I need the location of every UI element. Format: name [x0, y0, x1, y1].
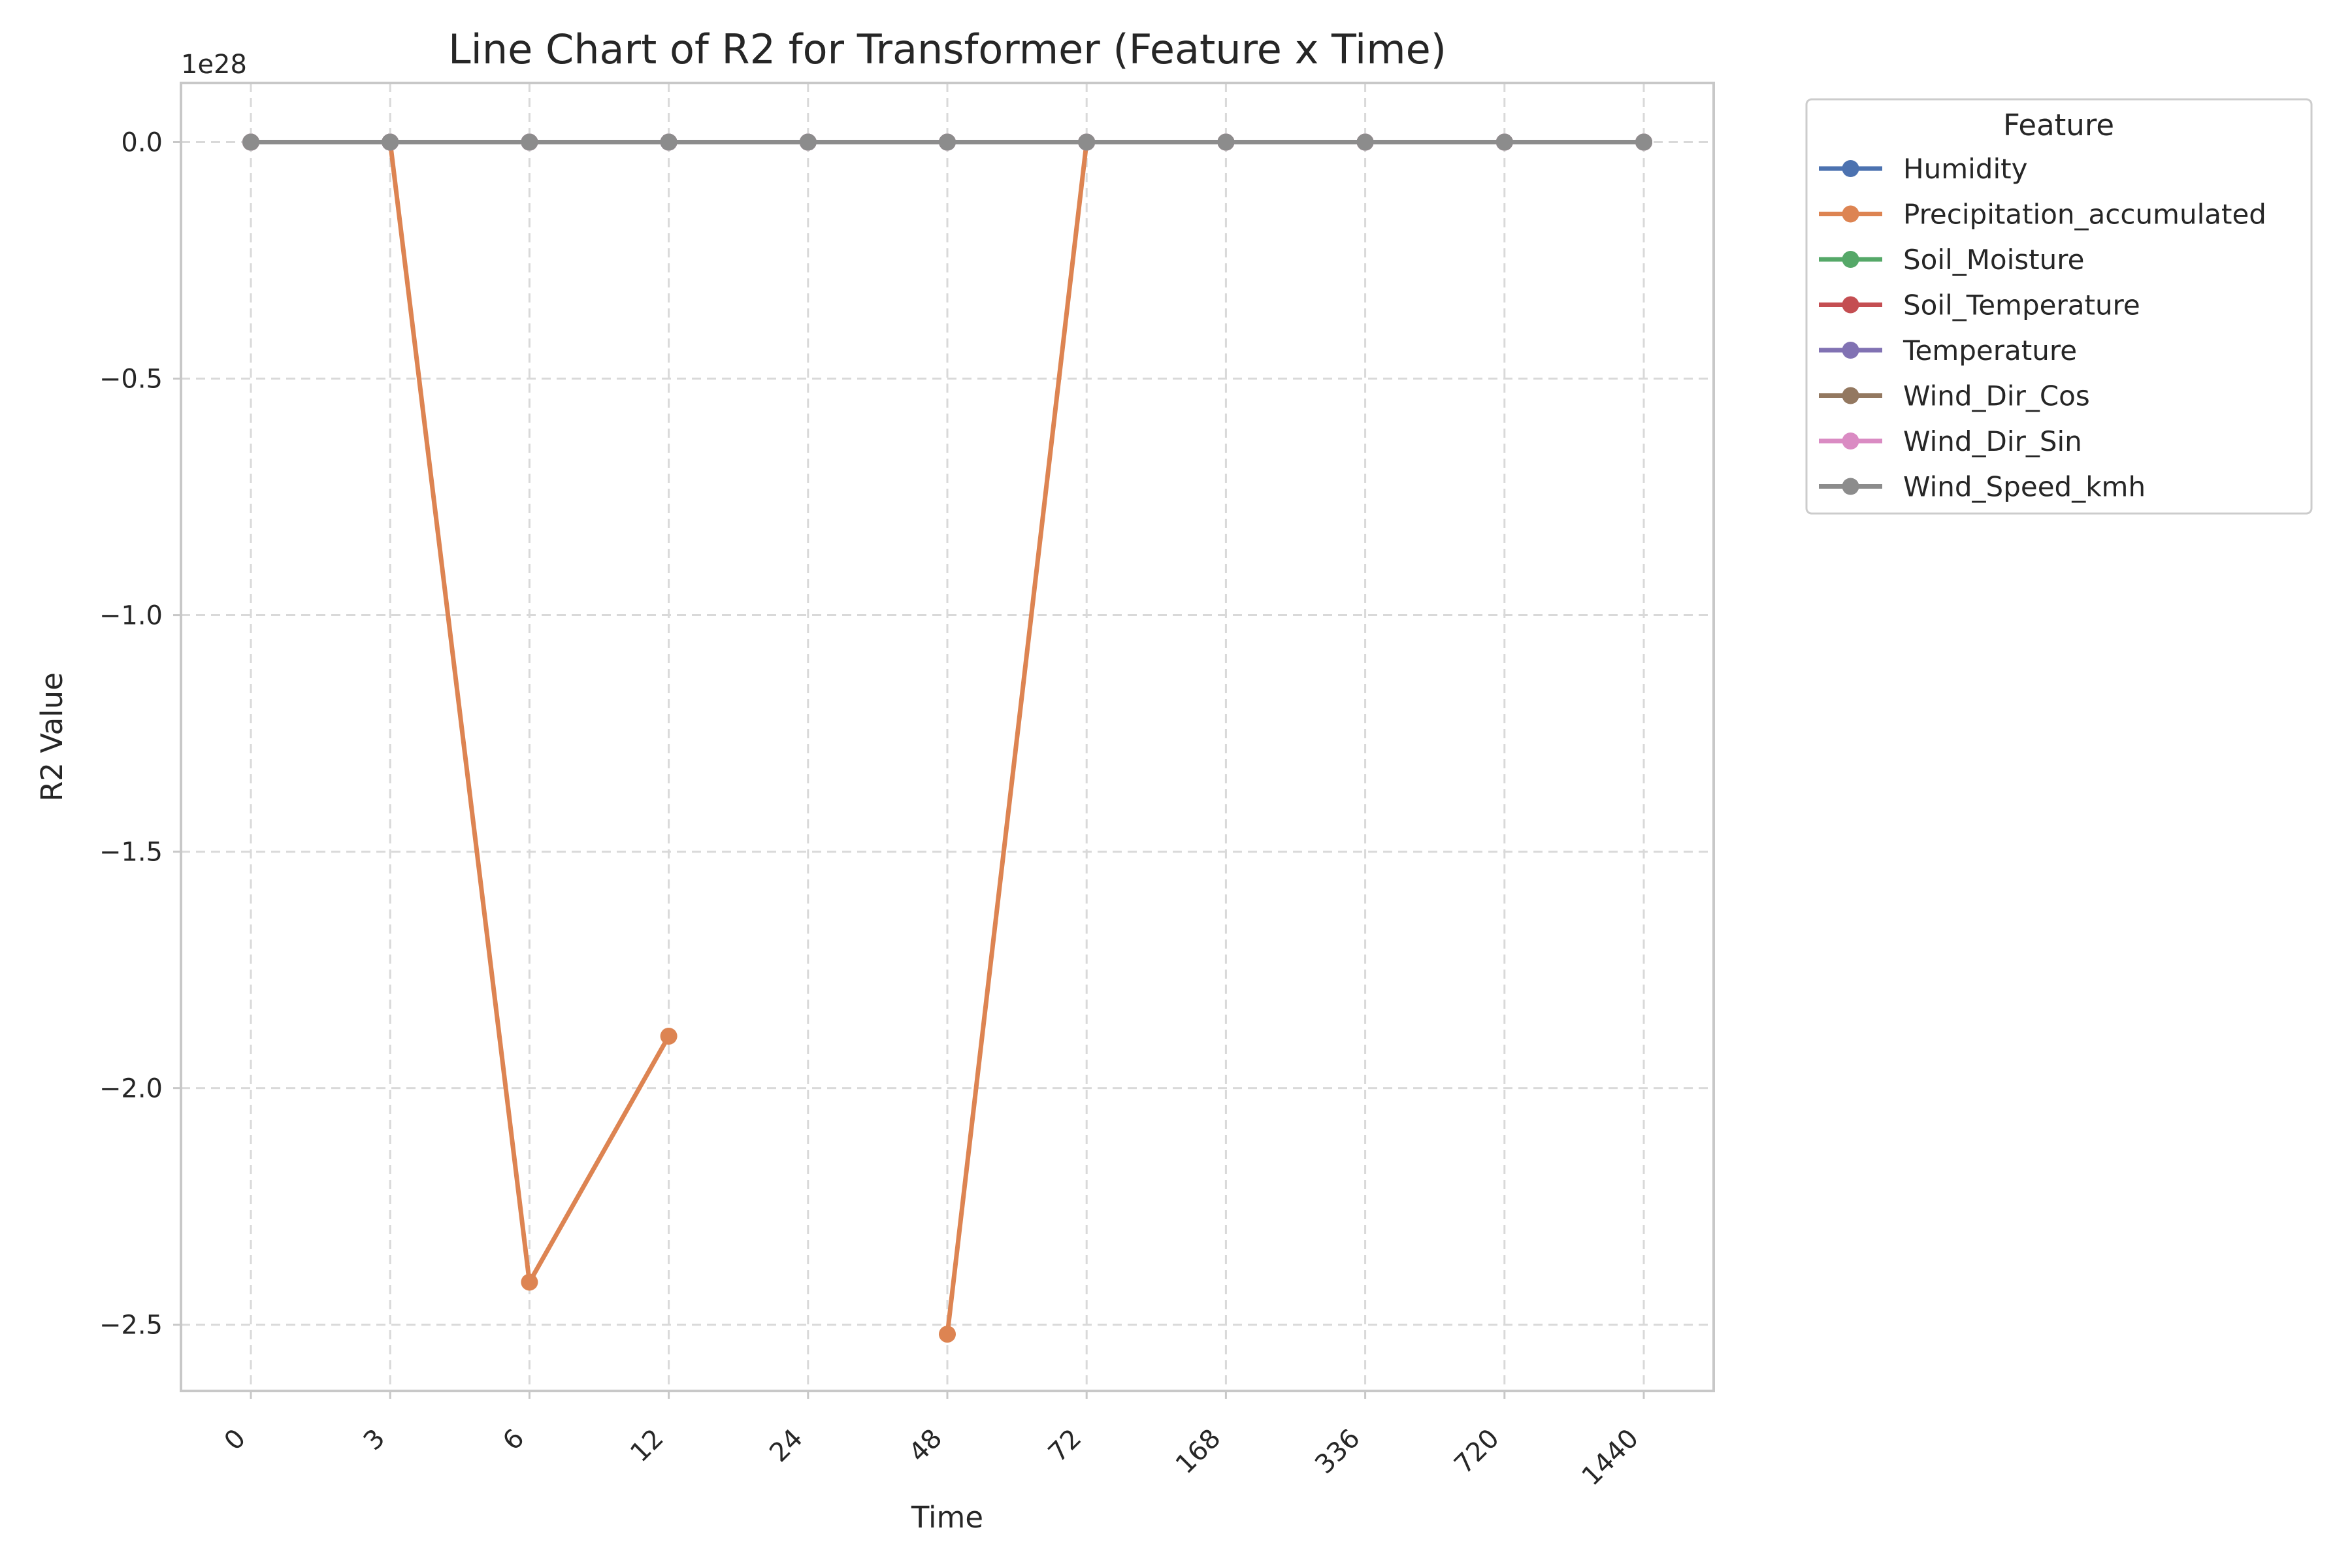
legend-item: Precipitation_accumulated [1819, 199, 2266, 231]
legend-items: Humidity Precipitation_accumulated Soil_Mo… [1819, 153, 2266, 503]
data-point [521, 1273, 538, 1291]
legend-title: Feature [2003, 108, 2114, 142]
x-tick-label: 6 [497, 1424, 531, 1457]
series-line [945, 140, 1646, 1337]
x-tick-label: 1440 [1576, 1424, 1645, 1492]
data-point [939, 1326, 956, 1343]
legend-label: Soil_Temperature [1903, 289, 2140, 321]
series-line [248, 140, 672, 1284]
data-point [660, 1027, 678, 1045]
chart-title: Line Chart of R2 for Transformer (Featur… [448, 25, 1446, 73]
y-axis-label: R2 Value [35, 672, 69, 802]
legend-label: Soil_Moisture [1903, 244, 2084, 276]
x-axis: 0 3 6 12 24 48 72 168 336 720 1440 [219, 1391, 1645, 1492]
legend-marker [1842, 296, 1859, 314]
legend-frame [1805, 98, 2313, 515]
x-tick-label: 12 [625, 1424, 670, 1469]
legend-item: Soil_Temperature [1819, 289, 2140, 321]
data-point [1217, 133, 1235, 151]
y-tick-label: −2.0 [99, 1074, 163, 1104]
y-axis: 0.0 −0.5 −1.0 −1.5 −2.0 −2.5 [99, 128, 181, 1341]
legend-label: Wind_Dir_Sin [1903, 425, 2082, 457]
data-point [242, 133, 259, 151]
legend-marker [1842, 478, 1859, 495]
x-tick-label: 0 [219, 1424, 252, 1457]
data-point [521, 133, 538, 151]
x-axis-label: Time [911, 1500, 983, 1535]
x-tick-label: 3 [358, 1424, 391, 1457]
x-tick-label: 336 [1309, 1424, 1366, 1480]
y-tick-label: −1.5 [99, 838, 163, 868]
legend-item: Wind_Speed_kmh [1819, 471, 2146, 503]
y-offset-label: 1e28 [181, 50, 247, 80]
grid [181, 83, 1714, 1391]
legend-item: Temperature [1819, 335, 2077, 367]
data-point [660, 133, 678, 151]
data-point [1495, 133, 1513, 151]
y-tick-label: −0.5 [99, 365, 163, 395]
y-tick-label: −2.5 [99, 1311, 163, 1341]
legend-item: Humidity [1819, 153, 2027, 185]
legend-marker [1842, 160, 1859, 177]
x-tick-label: 24 [764, 1424, 809, 1469]
legend-item: Wind_Dir_Cos [1819, 380, 2090, 412]
legend-marker [1842, 251, 1859, 268]
legend-marker [1842, 387, 1859, 404]
data-point [939, 133, 956, 151]
series-layer [242, 133, 1652, 1343]
legend-item: Soil_Moisture [1819, 244, 2084, 276]
legend: Feature Humidity Precipitation_accumulate… [1805, 98, 2313, 515]
legend-label: Wind_Speed_kmh [1903, 471, 2146, 503]
legend-label: Temperature [1903, 335, 2077, 367]
x-tick-label: 48 [904, 1424, 949, 1469]
x-tick-label: 72 [1043, 1424, 1088, 1469]
legend-item: Wind_Dir_Sin [1819, 425, 2082, 457]
data-point [382, 133, 399, 151]
data-point [1078, 133, 1096, 151]
y-tick-label: −1.0 [99, 601, 163, 631]
data-point [1635, 133, 1652, 151]
y-tick-label: 0.0 [121, 128, 163, 158]
x-tick-label: 168 [1170, 1424, 1227, 1480]
data-point [799, 133, 817, 151]
legend-marker [1842, 433, 1859, 449]
legend-label: Humidity [1903, 153, 2027, 185]
data-point [1356, 133, 1374, 151]
legend-label: Precipitation_accumulated [1903, 199, 2266, 231]
legend-marker [1842, 342, 1859, 359]
series-wind-speed-kmh [242, 133, 1652, 151]
legend-label: Wind_Dir_Cos [1903, 380, 2090, 412]
legend-marker [1842, 205, 1859, 223]
x-tick-label: 720 [1448, 1424, 1505, 1480]
